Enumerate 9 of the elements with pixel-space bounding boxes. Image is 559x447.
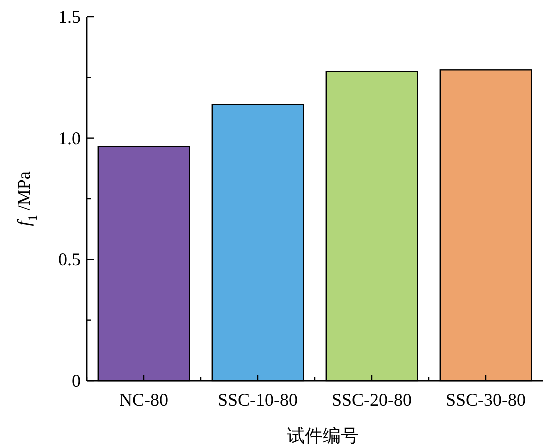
x-tick-label: SSC-10-80 bbox=[218, 390, 298, 410]
y-tick-label: 1.0 bbox=[58, 128, 81, 148]
y-tick-label: 1.5 bbox=[58, 7, 81, 27]
y-tick-label: 0 bbox=[72, 371, 81, 391]
x-axis-title: 试件编号 bbox=[287, 426, 359, 446]
x-tick-label: NC-80 bbox=[120, 390, 168, 410]
y-tick-label: 0.5 bbox=[58, 250, 81, 270]
x-tick-label: SSC-30-80 bbox=[446, 390, 526, 410]
x-tick-label: SSC-20-80 bbox=[332, 390, 412, 410]
